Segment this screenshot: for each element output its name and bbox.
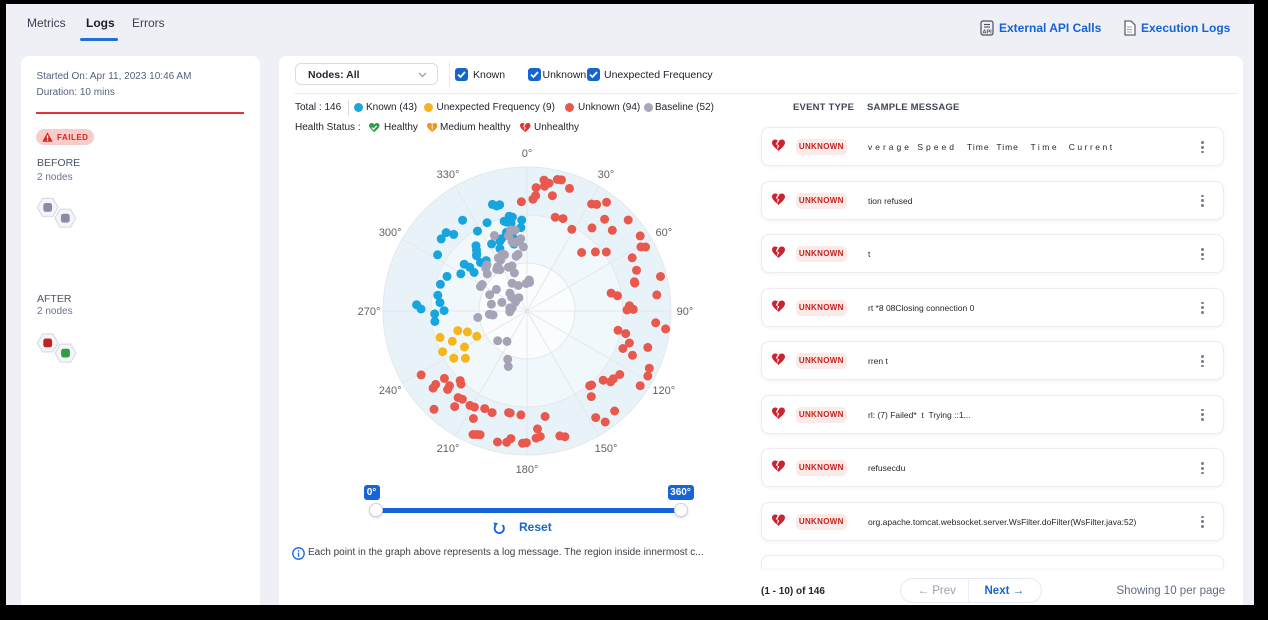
svg-text:240°: 240° bbox=[379, 385, 402, 397]
svg-text:0°: 0° bbox=[522, 148, 533, 160]
svg-text:API: API bbox=[983, 30, 993, 36]
svg-text:120°: 120° bbox=[652, 385, 675, 397]
svg-text:270°: 270° bbox=[358, 306, 381, 318]
svg-text:180°: 180° bbox=[516, 464, 539, 475]
svg-text:330°: 330° bbox=[437, 169, 460, 181]
svg-text:30°: 30° bbox=[598, 169, 615, 181]
svg-text:300°: 300° bbox=[379, 227, 402, 239]
svg-text:90°: 90° bbox=[677, 306, 694, 318]
svg-text:150°: 150° bbox=[595, 443, 618, 455]
svg-text:60°: 60° bbox=[655, 227, 672, 239]
svg-text:210°: 210° bbox=[437, 443, 460, 455]
